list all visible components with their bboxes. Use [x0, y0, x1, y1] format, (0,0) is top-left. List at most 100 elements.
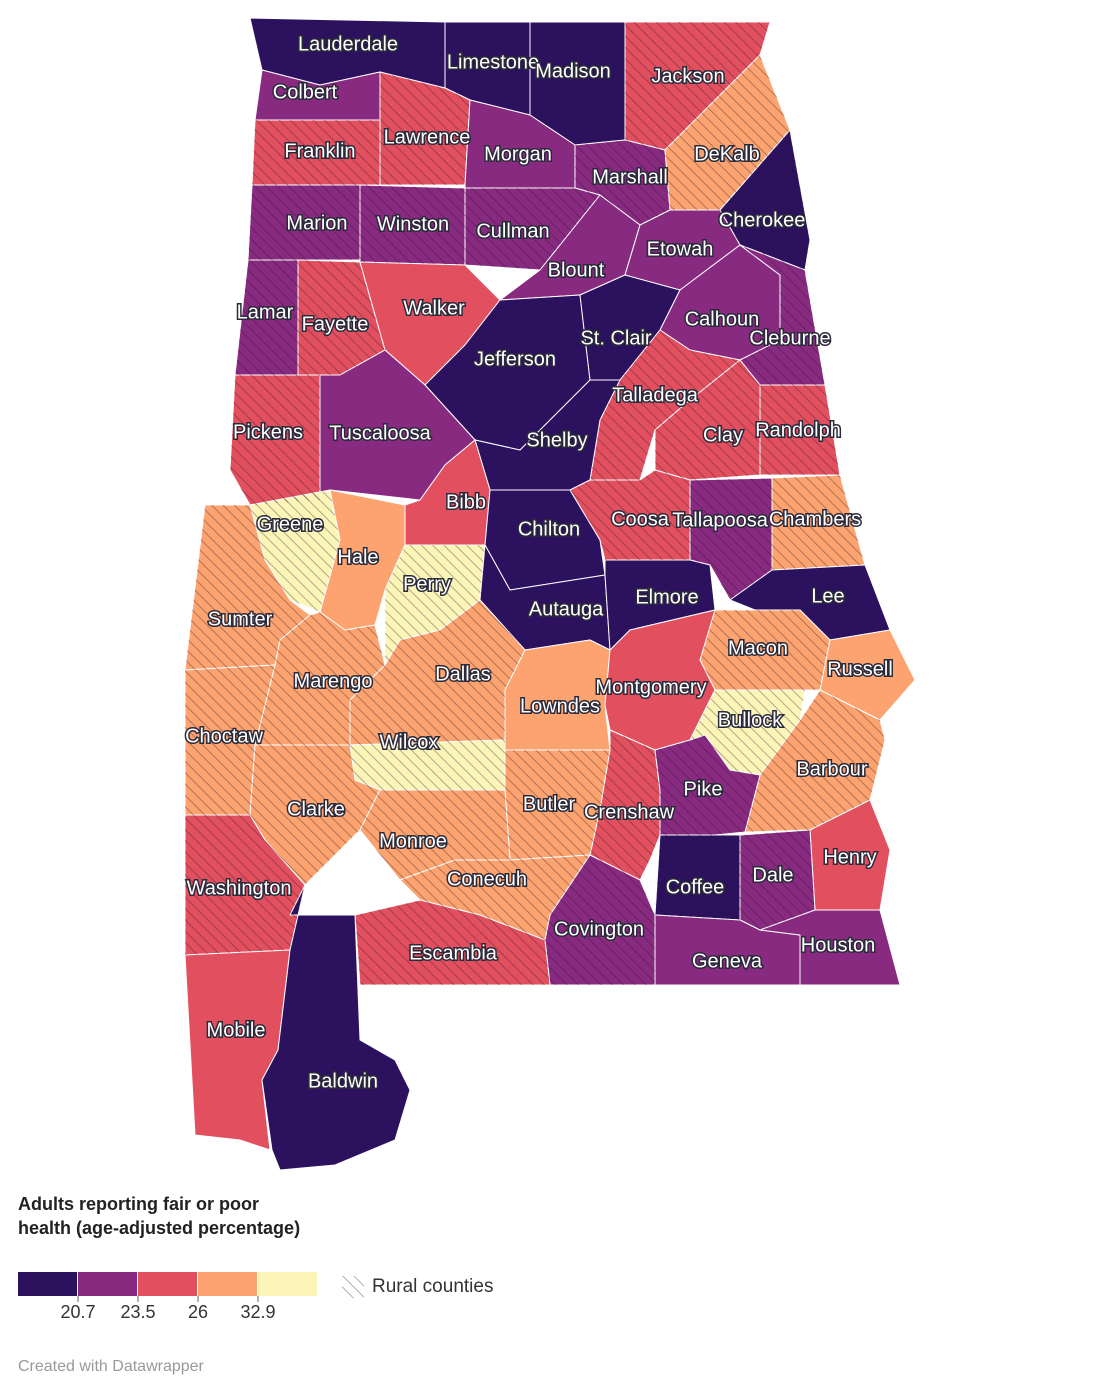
county-label: Jefferson	[474, 348, 556, 370]
county-label: Russell	[827, 658, 893, 680]
county-label: Chambers	[769, 508, 861, 530]
rural-hatch	[745, 690, 885, 832]
county-label: Sumter	[208, 608, 273, 630]
rural-hatch	[655, 360, 760, 480]
rural-hatch	[248, 185, 360, 260]
county-label: Houston	[801, 934, 876, 956]
county-label: DeKalb	[694, 143, 760, 165]
rural-hatch	[740, 830, 815, 930]
rural-hatch	[350, 740, 505, 790]
county-label: Montgomery	[595, 676, 706, 698]
county-label: Elmore	[635, 586, 698, 608]
legend-tick-label: 20.7	[60, 1302, 95, 1322]
rural-hatch	[590, 730, 660, 880]
rural-hatch	[505, 750, 610, 860]
rural-hatch	[185, 665, 275, 815]
county-label: Crenshaw	[584, 801, 675, 823]
county-label: Choctaw	[185, 725, 263, 747]
county-label: Lee	[811, 585, 844, 607]
rural-swatch	[342, 1276, 364, 1298]
county-label: Hale	[337, 546, 378, 568]
county-label: Covington	[554, 918, 644, 940]
county-label: Lowndes	[520, 695, 600, 717]
legend-tick-label: 32.9	[240, 1302, 275, 1322]
county-label: Conecuh	[447, 868, 527, 890]
county-label: Washington	[187, 877, 292, 899]
rural-hatch	[298, 260, 385, 375]
county-label: Marengo	[294, 670, 373, 692]
rural-hatch	[690, 478, 772, 600]
county-label: Monroe	[379, 830, 447, 852]
county-label: Tuscaloosa	[329, 422, 431, 444]
legend-swatch	[198, 1272, 257, 1296]
county-label: Colbert	[273, 81, 338, 103]
rural-hatch	[400, 855, 590, 940]
county-label: Madison	[535, 60, 611, 82]
county-label: Baldwin	[308, 1070, 378, 1092]
county-label: Etowah	[647, 238, 714, 260]
legend-swatch	[258, 1272, 317, 1296]
county-label: Clay	[703, 424, 743, 446]
county-label: Clarke	[287, 798, 345, 820]
rural-hatch	[252, 120, 380, 185]
rural-hatch	[185, 505, 310, 670]
footer: Created with Datawrapper	[18, 1358, 204, 1375]
rural-hatch	[665, 55, 790, 210]
county-label: Lamar	[237, 301, 294, 323]
rural-hatch	[720, 130, 810, 270]
legend-title: Adults reporting fair or poor health (ag…	[18, 1194, 301, 1238]
legend-swatch	[18, 1272, 77, 1296]
rural-hatch	[690, 690, 805, 775]
rural-hatch	[235, 260, 298, 375]
county	[819, 629, 916, 721]
county-label: Wilcox	[380, 731, 439, 753]
rural-hatch	[360, 185, 465, 265]
county-label: Pickens	[233, 421, 303, 443]
county-label: Henry	[823, 846, 876, 868]
county-label: Autauga	[529, 598, 604, 620]
county	[261, 884, 411, 1171]
rural-hatch	[545, 855, 655, 985]
rural-hatch	[350, 600, 525, 745]
rural-hatch	[655, 735, 760, 835]
county-label: Escambia	[409, 942, 498, 964]
county-label: St. Clair	[580, 327, 651, 349]
county-label: Randolph	[755, 419, 841, 441]
rural-hatch	[625, 22, 770, 150]
rural-hatch	[250, 745, 380, 885]
rural-label: Rural counties	[372, 1276, 493, 1297]
county-label: Jackson	[651, 65, 724, 87]
county-label: Cullman	[476, 220, 549, 242]
county-label: Calhoun	[685, 308, 760, 330]
rural-hatch	[255, 612, 385, 745]
county-label: Dale	[752, 864, 793, 886]
county-label: Butler	[523, 793, 576, 815]
rural-hatch	[772, 475, 865, 570]
county-label: Walker	[403, 297, 465, 319]
county-label: Macon	[728, 637, 788, 659]
county-label: Dallas	[435, 663, 491, 685]
county-label: Winston	[377, 213, 449, 235]
rural-hatch	[360, 790, 510, 880]
county-label: Cleburne	[749, 327, 830, 349]
county-label: Blount	[548, 259, 605, 281]
rural-hatch	[250, 490, 340, 612]
rural-hatch	[185, 815, 305, 955]
county-label: Marshall	[592, 166, 668, 188]
county-label: Fayette	[302, 313, 369, 335]
county-label: Pike	[684, 778, 723, 800]
county-label: Bullock	[718, 709, 783, 731]
rural-hatch	[380, 72, 470, 185]
county-label: Bibb	[446, 491, 486, 513]
county-label: Morgan	[484, 143, 552, 165]
rural-hatch	[590, 330, 740, 480]
county-label: Cherokee	[719, 209, 806, 231]
legend-tick-label: 23.5	[120, 1302, 155, 1322]
legend: Rural counties 20.7 23.5 26 32.9	[18, 1272, 493, 1322]
rural-hatch	[230, 375, 320, 505]
rural-hatch	[760, 385, 840, 475]
rural-hatch	[385, 545, 485, 665]
rural-hatch	[570, 470, 690, 560]
county-label: Marion	[286, 212, 347, 234]
